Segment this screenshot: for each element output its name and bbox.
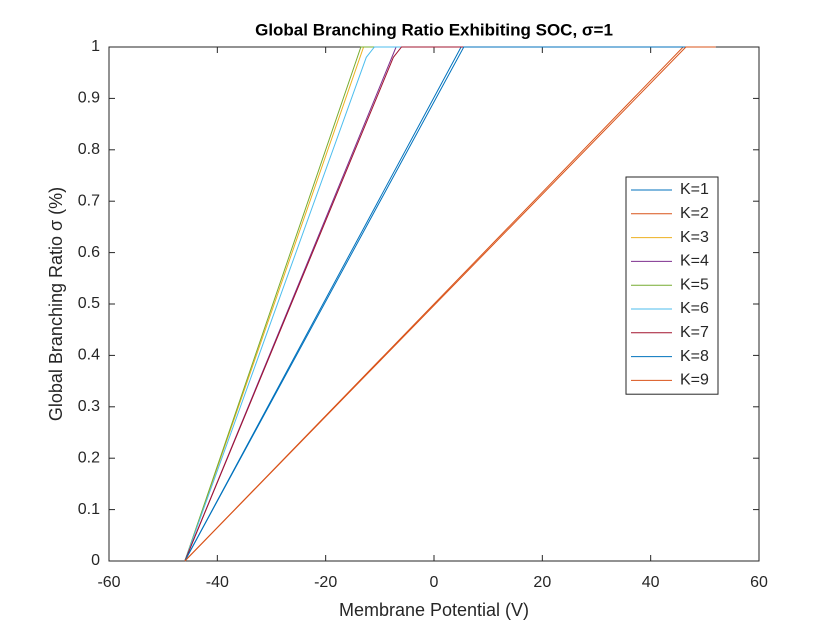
legend-label: K=3 — [680, 229, 709, 246]
x-tick-label: -20 — [314, 574, 337, 591]
legend-label: K=9 — [680, 372, 709, 389]
x-tick-label: -40 — [206, 574, 229, 591]
y-tick-label: 0.7 — [78, 192, 100, 209]
x-tick-label: -60 — [97, 574, 120, 591]
x-tick-label: 0 — [430, 574, 439, 591]
legend-label: K=6 — [680, 300, 709, 317]
chart-title: Global Branching Ratio Exhibiting SOC, σ… — [255, 20, 613, 39]
legend-label: K=1 — [680, 181, 709, 198]
series-line — [184, 46, 716, 562]
y-tick-label: 0.4 — [78, 347, 100, 364]
y-tick-label: 0.5 — [78, 295, 100, 312]
x-tick-label: 20 — [533, 574, 551, 591]
y-tick-label: 0 — [91, 552, 100, 569]
y-axis-label: Global Branching Ratio σ (%) — [46, 187, 66, 421]
y-tick-label: 0.6 — [78, 244, 100, 261]
y-tick-label: 0.1 — [78, 501, 100, 518]
x-tick-label: 40 — [642, 574, 660, 591]
legend-label: K=4 — [680, 253, 709, 270]
legend-label: K=2 — [680, 205, 709, 222]
x-tick-label: 60 — [750, 574, 768, 591]
y-tick-label: 0.3 — [78, 398, 100, 415]
x-axis-label: Membrane Potential (V) — [339, 600, 529, 620]
legend-label: K=8 — [680, 348, 709, 365]
y-tick-label: 0.9 — [78, 90, 100, 107]
y-tick-label: 0.2 — [78, 449, 100, 466]
legend-label: K=5 — [680, 276, 709, 293]
y-tick-label: 0.8 — [78, 141, 100, 158]
legend-label: K=7 — [680, 324, 709, 341]
y-tick-label: 1 — [91, 38, 100, 55]
series-line — [184, 46, 716, 562]
